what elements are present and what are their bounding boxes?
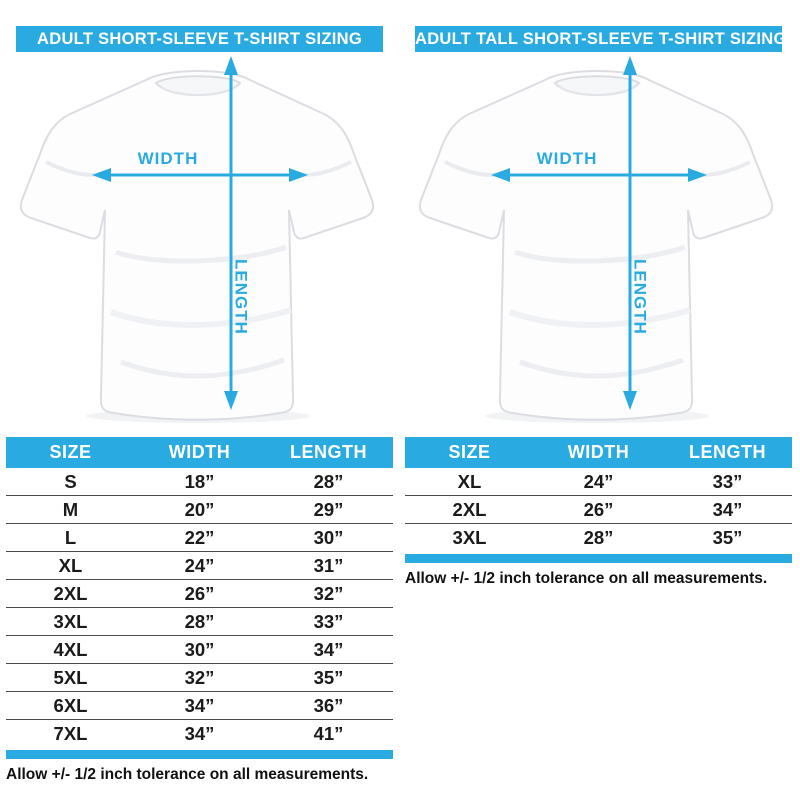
size-cell: 7XL [6, 719, 135, 747]
table-row: 3XL 28” 33” [6, 607, 393, 636]
table-header-row: SIZE WIDTH LENGTH [405, 437, 792, 468]
width-column-header: WIDTH [534, 437, 663, 468]
width-cell: 18” [184, 470, 215, 492]
table-row: XL 24” 31” [6, 551, 393, 580]
width-cell: 28” [534, 523, 663, 551]
size-cell: 6XL [6, 691, 135, 720]
size-cell: 4XL [6, 635, 135, 664]
length-cell: 29” [264, 495, 393, 524]
length-arrow-label: LENGTH [631, 259, 650, 335]
size-cell: 3XL [6, 607, 135, 636]
width-arrow-label: WIDTH [537, 149, 598, 168]
tshirt-body [19, 70, 375, 421]
length-cell: 41” [264, 719, 393, 747]
tolerance-note: Allow +/- 1/2 inch tolerance on all meas… [405, 570, 768, 587]
table-header-row: SIZE WIDTH LENGTH [6, 437, 393, 468]
panel-title: ADULT SHORT-SLEEVE T-SHIRT SIZING [16, 26, 383, 52]
width-arrow [491, 168, 707, 182]
tshirt-illustration: WIDTH LENGTH [19, 56, 375, 423]
tshirt-body [418, 70, 774, 421]
width-cell: 34” [135, 691, 264, 720]
panel-adult-tall: ADULT TALL SHORT-SLEEVE T-SHIRT SIZING [405, 26, 792, 588]
width-cell: 34” [135, 719, 264, 747]
length-cell: 34” [264, 635, 393, 664]
size-table-adult: SIZE WIDTH LENGTH S 18” 28” M 20” 29” L [6, 437, 393, 747]
width-cell: 24” [583, 470, 614, 492]
length-column-header: LENGTH [663, 437, 792, 468]
width-arrow [92, 168, 308, 182]
size-cell: XL [6, 551, 135, 580]
width-cell: 32” [135, 663, 264, 692]
width-arrow-label: WIDTH [138, 149, 199, 168]
tshirt-figure: WIDTH LENGTH [6, 52, 393, 437]
table-row: 3XL 28” 35” [405, 523, 792, 551]
size-column-header: SIZE [6, 437, 135, 468]
tolerance-note: Allow +/- 1/2 inch tolerance on all meas… [6, 766, 369, 783]
length-column-header: LENGTH [264, 437, 393, 468]
size-cell: XL [457, 470, 482, 492]
table-row: 2XL 26” 34” [405, 495, 792, 524]
table-row: 4XL 30” 34” [6, 635, 393, 664]
width-cell: 22” [135, 523, 264, 552]
table-row: 7XL 34” 41” [6, 719, 393, 747]
length-cell: 35” [663, 523, 792, 551]
size-cell: 2XL [6, 579, 135, 608]
table-row: 2XL 26” 32” [6, 579, 393, 608]
length-cell: 28” [313, 470, 344, 492]
panel-adult: ADULT SHORT-SLEEVE T-SHIRT SIZING [6, 26, 393, 784]
length-arrow [623, 56, 637, 410]
length-cell: 30” [264, 523, 393, 552]
table-footer-bar [405, 554, 792, 563]
width-cell: 26” [135, 579, 264, 608]
table-row: S 18” 28” [6, 468, 393, 496]
size-cell: 3XL [405, 523, 534, 551]
length-cell: 33” [264, 607, 393, 636]
length-arrow-label: LENGTH [232, 259, 251, 335]
length-cell: 32” [264, 579, 393, 608]
table-row: 6XL 34” 36” [6, 691, 393, 720]
table-row: L 22” 30” [6, 523, 393, 552]
length-cell: 33” [712, 470, 743, 492]
size-column-header: SIZE [405, 437, 534, 468]
length-cell: 31” [264, 551, 393, 580]
width-cell: 26” [534, 495, 663, 524]
tshirt-illustration: WIDTH LENGTH [418, 56, 774, 423]
width-cell: 24” [135, 551, 264, 580]
length-cell: 35” [264, 663, 393, 692]
tshirt-figure: WIDTH LENGTH [405, 52, 792, 437]
size-cell: L [6, 523, 135, 552]
width-cell: 30” [135, 635, 264, 664]
table-row: M 20” 29” [6, 495, 393, 524]
table-row: XL 24” 33” [405, 468, 792, 496]
size-table-adult-tall: SIZE WIDTH LENGTH XL 24” 33” 2XL 26” 34”… [405, 437, 792, 551]
length-arrow [224, 56, 238, 410]
size-cell: S [64, 470, 77, 492]
length-cell: 34” [663, 495, 792, 524]
size-cell: M [6, 495, 135, 524]
width-column-header: WIDTH [135, 437, 264, 468]
width-cell: 28” [135, 607, 264, 636]
panel-title: ADULT TALL SHORT-SLEEVE T-SHIRT SIZING [415, 26, 786, 52]
size-cell: 5XL [6, 663, 135, 692]
width-cell: 20” [135, 495, 264, 524]
table-footer-bar [6, 750, 393, 759]
table-row: 5XL 32” 35” [6, 663, 393, 692]
length-cell: 36” [264, 691, 393, 720]
size-cell: 2XL [405, 495, 534, 524]
